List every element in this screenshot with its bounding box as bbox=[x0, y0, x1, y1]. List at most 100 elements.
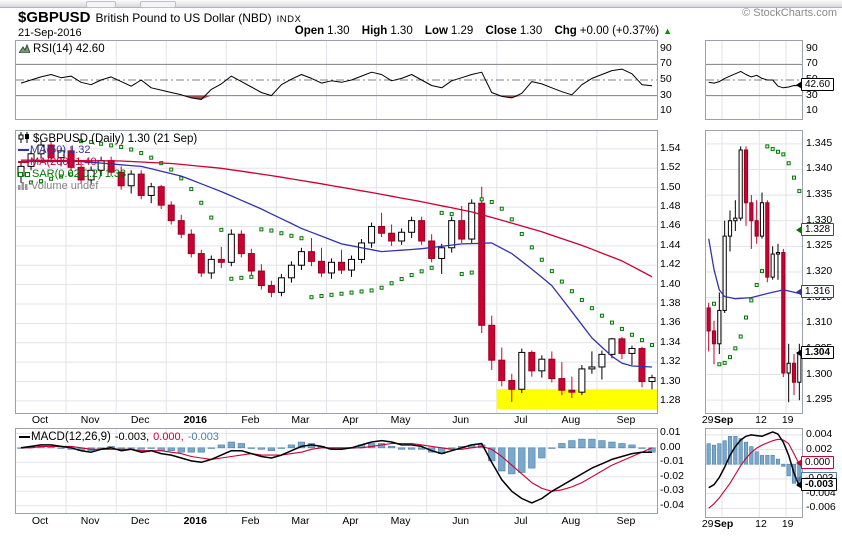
y-axis-tick-label: 1.54 bbox=[660, 141, 681, 154]
y-axis-tick-label: 1.32 bbox=[660, 355, 681, 368]
y-axis-tick-label: 1.295 bbox=[806, 393, 833, 406]
y-axis-tick-label: 1.300 bbox=[806, 367, 833, 380]
rsi-oversold-fill bbox=[21, 95, 652, 100]
ma200-legend-label: MA(200) 1.40 bbox=[30, 156, 97, 168]
chrome-button[interactable] bbox=[86, 1, 116, 8]
y-axis-tick-label: 1.325 bbox=[806, 239, 833, 252]
symbol: $GBPUSD bbox=[18, 9, 91, 26]
open-value: 1.30 bbox=[327, 25, 350, 37]
close-value: 1.30 bbox=[519, 25, 543, 37]
y-axis-tick-label: 1.28 bbox=[660, 393, 681, 406]
x-axis-month-label: Jun bbox=[452, 515, 470, 527]
y-axis-tick-label: 1.48 bbox=[660, 200, 681, 213]
macd-line-icon bbox=[19, 436, 30, 439]
rsi-area-icon bbox=[18, 43, 31, 56]
x-axis-month-label: Feb bbox=[241, 414, 260, 426]
value-tag: -0.003 bbox=[795, 478, 838, 492]
change-up-arrow-icon: ▲ bbox=[663, 26, 672, 36]
sar-dots-group bbox=[712, 144, 802, 367]
y-axis-tick-label: 1.320 bbox=[806, 265, 833, 277]
macd-value: -0.003, bbox=[114, 431, 150, 443]
x-axis-month-label: Oct bbox=[31, 414, 49, 426]
chrome-button[interactable] bbox=[140, 1, 176, 8]
x-axis-month-label: May bbox=[390, 414, 411, 426]
sar-dots-icon bbox=[18, 171, 23, 177]
y-axis-tick-label: 1.310 bbox=[806, 316, 833, 329]
y-axis-tick-label: 70 bbox=[806, 57, 818, 70]
volume-legend-label: Volume undef bbox=[31, 180, 99, 192]
macd-line bbox=[708, 431, 800, 489]
y-axis-tick-label: 1.44 bbox=[660, 238, 681, 251]
value-tag: 1.316 bbox=[795, 284, 835, 298]
rsi-indicator-panel bbox=[15, 40, 658, 120]
y-axis-tick-label: 10 bbox=[806, 104, 818, 117]
exchange-label: INDX bbox=[276, 14, 302, 25]
macd-legend-name: MACD(12,26,9) bbox=[31, 431, 111, 443]
quote-summary: Open 1.30 High 1.30 Low 1.29 Close 1.30 Chg +… bbox=[295, 25, 672, 37]
sar-dots-icon bbox=[25, 171, 30, 177]
x-axis-month-label: Jun bbox=[452, 414, 470, 426]
y-axis-tick-label: 0.002 bbox=[806, 442, 833, 455]
value-tag-text: 1.316 bbox=[805, 285, 831, 297]
volume-bars-icon bbox=[18, 181, 28, 193]
low-value: 1.29 bbox=[450, 25, 474, 37]
y-axis-tick-label: 1.330 bbox=[806, 213, 833, 226]
y-axis-tick-label: 30 bbox=[806, 88, 818, 101]
y-axis-tick-label: 1.40 bbox=[660, 277, 681, 290]
chart-date: 21-Sep-2016 bbox=[18, 27, 82, 39]
symbol-name: British Pound to US Dollar (NBD) bbox=[95, 11, 272, 25]
y-axis-tick-label: 1.30 bbox=[660, 374, 681, 387]
macd-signal-line bbox=[21, 442, 653, 492]
x-axis-month-label: 2016 bbox=[183, 515, 207, 527]
support-highlight-band bbox=[496, 389, 657, 410]
y-axis-tick-label: 1.34 bbox=[660, 335, 681, 348]
rsi-legend-label: RSI(14) 42.60 bbox=[33, 43, 105, 55]
y-axis-tick-label: 1.335 bbox=[806, 188, 833, 201]
high-label: High bbox=[361, 25, 388, 37]
price-zoom-panel bbox=[705, 130, 803, 414]
rsi-legend: RSI(14) 42.60 bbox=[18, 43, 105, 56]
y-axis-tick-label: 30 bbox=[660, 88, 672, 101]
x-axis-month-label: Jul bbox=[514, 414, 528, 426]
y-axis-tick-label: 1.42 bbox=[660, 258, 681, 271]
x-axis-month-label: Oct bbox=[31, 515, 49, 527]
ma200-line-icon bbox=[18, 161, 29, 164]
y-axis-tick-label: 70 bbox=[660, 57, 672, 70]
x-axis-month-label: Apr bbox=[342, 515, 359, 527]
sar-dots-group bbox=[29, 139, 654, 348]
x-axis-month-label: May bbox=[390, 515, 411, 527]
candlestick-icon bbox=[18, 132, 30, 146]
x-axis-tick-label: 29 bbox=[701, 518, 714, 530]
x-axis-tick-label: 19 bbox=[781, 414, 794, 426]
ma50-line-icon bbox=[18, 149, 29, 152]
x-axis-month-label: 2016 bbox=[183, 414, 207, 426]
y-axis-tick-label: 1.46 bbox=[660, 219, 681, 232]
value-tag: 1.328 bbox=[795, 222, 835, 236]
x-axis-tick-label: 12 bbox=[755, 518, 767, 530]
value-tag-text: 0.000 bbox=[805, 457, 831, 469]
x-axis-month-label: Aug bbox=[561, 414, 581, 426]
ma50-line bbox=[708, 238, 800, 300]
macd-signal-value: 0.000, bbox=[153, 431, 184, 443]
high-value: 1.30 bbox=[390, 25, 413, 37]
x-axis-month-label: Nov bbox=[80, 515, 100, 527]
candles-group bbox=[706, 146, 802, 403]
value-tag-text: 1.328 bbox=[805, 223, 831, 235]
y-axis-tick-label: 90 bbox=[660, 41, 672, 54]
y-axis-tick-label: -0.02 bbox=[660, 469, 684, 482]
open-label: Open bbox=[294, 25, 325, 37]
x-axis-month-label: Sep bbox=[616, 414, 636, 426]
low-label: Low bbox=[424, 25, 448, 37]
rsi-zoom-panel bbox=[705, 40, 803, 120]
macd-histogram-group bbox=[17, 438, 656, 475]
macd-hist-value: -0.003 bbox=[187, 431, 219, 443]
x-axis-month-label: Aug bbox=[561, 515, 581, 527]
y-axis-tick-label: 1.52 bbox=[660, 161, 681, 174]
x-axis-tick-label: 12 bbox=[755, 414, 767, 426]
chg-label: Chg bbox=[554, 25, 577, 37]
x-axis-tick-label: 29 bbox=[701, 414, 714, 426]
price-legend: $GBPUSD (Daily) 1.30 (21 Sep) MA(50) 1.3… bbox=[18, 132, 197, 192]
x-axis-tick-label: 19 bbox=[781, 518, 794, 530]
value-tag: 0.000 bbox=[795, 456, 835, 470]
y-axis-tick-label: -0.04 bbox=[660, 498, 684, 511]
